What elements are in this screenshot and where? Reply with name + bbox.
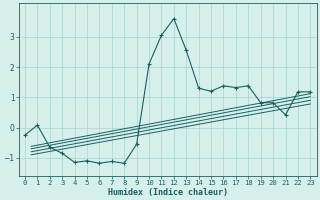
X-axis label: Humidex (Indice chaleur): Humidex (Indice chaleur) (108, 188, 228, 197)
